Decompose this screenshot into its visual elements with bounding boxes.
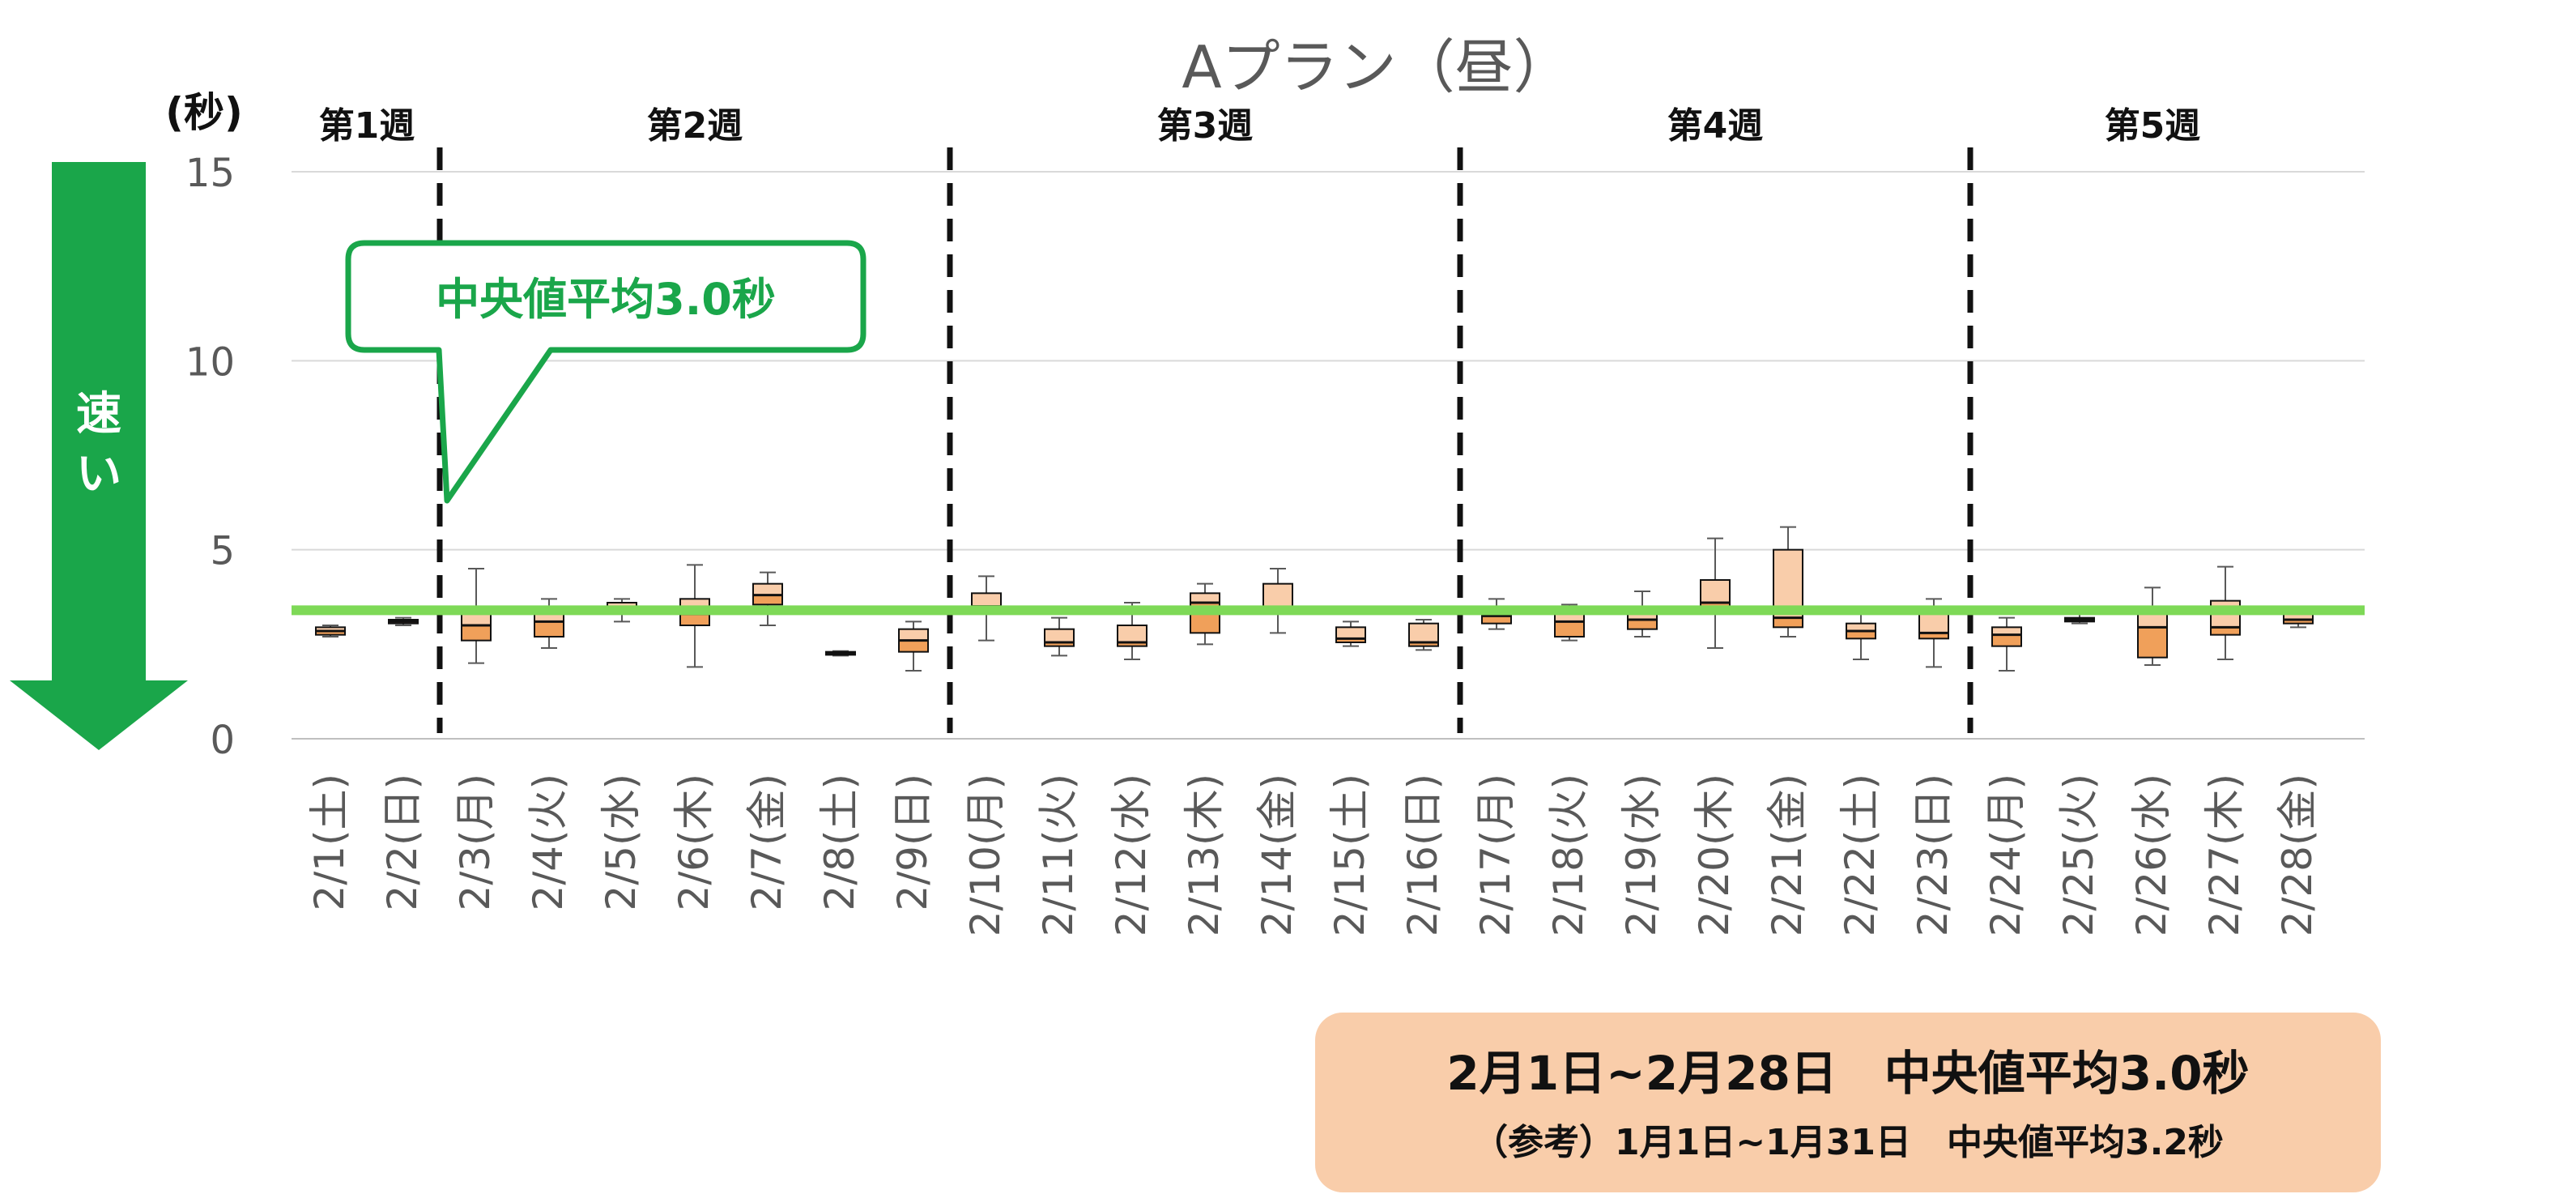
x-tick-label: 2/7(金): [743, 774, 790, 910]
box-lower-half: [679, 613, 710, 626]
box-2/9(日): [898, 620, 929, 672]
x-tick-label: 2/14(金): [1254, 774, 1301, 936]
x-tick-label: 2/27(木): [2201, 774, 2248, 936]
x-tick-label: 2/22(土): [1837, 774, 1884, 936]
box-2/26(水): [2137, 586, 2168, 666]
y-tick-label: 10: [185, 339, 235, 385]
box-series: [315, 526, 2314, 672]
x-tick-label: 2/6(木): [671, 774, 717, 910]
x-tick-label: 2/25(火): [2055, 774, 2102, 936]
box-lower-half: [752, 594, 783, 606]
speed-arrow-char: い: [76, 448, 121, 501]
x-tick-label: 2/10(月): [962, 774, 1009, 936]
summary-box: 2月1日~2月28日 中央値平均3.0秒 （参考）1月1日~1月31日 中央値平…: [1315, 1013, 2381, 1192]
y-tick-label: 0: [210, 718, 235, 763]
x-tick-label: 2/23(日): [1910, 774, 1956, 936]
y-tick-labels: 0 5 10 15: [185, 151, 235, 763]
y-tick-label: 15: [185, 151, 235, 196]
box-2/15(土): [1335, 620, 1366, 647]
x-tick-label: 2/16(日): [1399, 774, 1446, 936]
x-tick-label: 2/1(土): [306, 774, 353, 910]
box-2/21(金): [1773, 526, 1803, 638]
box-lower-half: [1991, 633, 2022, 647]
box-lower-half: [1627, 619, 1658, 630]
box-2/3(月): [461, 568, 492, 664]
chart-title: Aプラン（昼）: [1182, 33, 1571, 101]
week-label: 第4週: [1667, 105, 1764, 147]
x-tick-label: 2/24(月): [1982, 774, 2029, 936]
summary-current-period: 2月1日~2月28日 中央値平均3.0秒: [1446, 1046, 2250, 1101]
box-upper-half: [1117, 625, 1147, 643]
x-tick-label: 2/4(火): [525, 774, 572, 910]
box-upper-half: [1262, 582, 1293, 610]
summary-reference-period: （参考）1月1日~1月31日 中央値平均3.2秒: [1472, 1122, 2224, 1163]
box-upper-half: [1044, 628, 1075, 644]
week-dividers: 第1週 第2週 第3週 第4週 第5週: [319, 105, 2201, 733]
box-2/12(水): [1117, 602, 1147, 660]
box-2/2(日): [388, 616, 419, 626]
x-tick-label: 2/15(土): [1326, 774, 1373, 936]
box-upper-half: [1335, 626, 1366, 640]
box-upper-half: [1408, 622, 1439, 644]
box-lower-half: [1554, 620, 1585, 638]
x-tick-label: 2/11(火): [1035, 774, 1082, 936]
y-tick-label: 5: [210, 529, 235, 574]
box-lower-half: [461, 625, 492, 642]
y-axis-unit-label: (秒): [165, 89, 243, 136]
x-tick-label: 2/8(土): [816, 774, 863, 910]
week-label: 第2週: [647, 105, 743, 147]
x-tick-label: 2/21(金): [1764, 774, 1811, 936]
box-2/25(火): [2064, 613, 2095, 625]
speed-arrow-label: 速い: [76, 388, 121, 501]
x-tick-label: 2/18(火): [1545, 774, 1592, 936]
box-2/6(木): [679, 564, 710, 668]
x-tick-labels: 2/1(土) 2/2(日) 2/3(月) 2/4(火) 2/5(水) 2/6(木) 2/7(…: [306, 774, 2321, 936]
speed-arrow-char: 速: [76, 388, 121, 441]
box-lower-half: [2137, 626, 2168, 659]
box-upper-half: [971, 592, 1002, 608]
box-upper-half: [752, 582, 783, 596]
box-2/20(木): [1700, 537, 1731, 649]
x-tick-label: 2/3(月): [452, 774, 499, 910]
box-2/8(土): [825, 650, 856, 657]
x-tick-label: 2/5(水): [598, 774, 645, 910]
box-lower-half: [898, 639, 929, 653]
x-tick-label: 2/19(水): [1618, 774, 1665, 936]
down-arrow-icon: [10, 162, 188, 750]
box-upper-half: [1700, 579, 1731, 603]
box-2/14(金): [1262, 568, 1293, 634]
x-tick-label: 2/20(木): [1691, 774, 1738, 936]
x-tick-label: 2/13(木): [1181, 774, 1228, 936]
gridlines: [292, 171, 2365, 740]
box-upper-half: [898, 628, 929, 642]
box-upper-half: [1190, 592, 1220, 603]
median-callout: 中央値平均3.0秒: [345, 240, 866, 504]
x-tick-label: 2/28(金): [2274, 774, 2321, 936]
x-tick-label: 2/2(日): [379, 774, 426, 910]
x-tick-label: 2/12(水): [1108, 774, 1155, 936]
box-lower-half: [534, 620, 564, 638]
box-2/7(金): [752, 571, 783, 626]
x-tick-label: 2/9(日): [889, 774, 936, 910]
week-label: 第3週: [1157, 105, 1254, 147]
x-tick-label: 2/17(月): [1472, 774, 1519, 936]
week-label: 第5週: [2105, 105, 2201, 147]
box-2/24(月): [1991, 616, 2022, 672]
callout-bubble: [345, 240, 866, 504]
box-2/1(土): [315, 625, 346, 638]
box-lower-half: [1773, 616, 1803, 629]
x-tick-label: 2/26(水): [2128, 774, 2175, 936]
week-label: 第1週: [319, 105, 415, 147]
speed-arrow: 速い: [10, 162, 188, 750]
box-2/16(日): [1408, 619, 1439, 651]
box-2/11(火): [1044, 616, 1075, 657]
callout-text: 中央値平均3.0秒: [436, 274, 776, 325]
